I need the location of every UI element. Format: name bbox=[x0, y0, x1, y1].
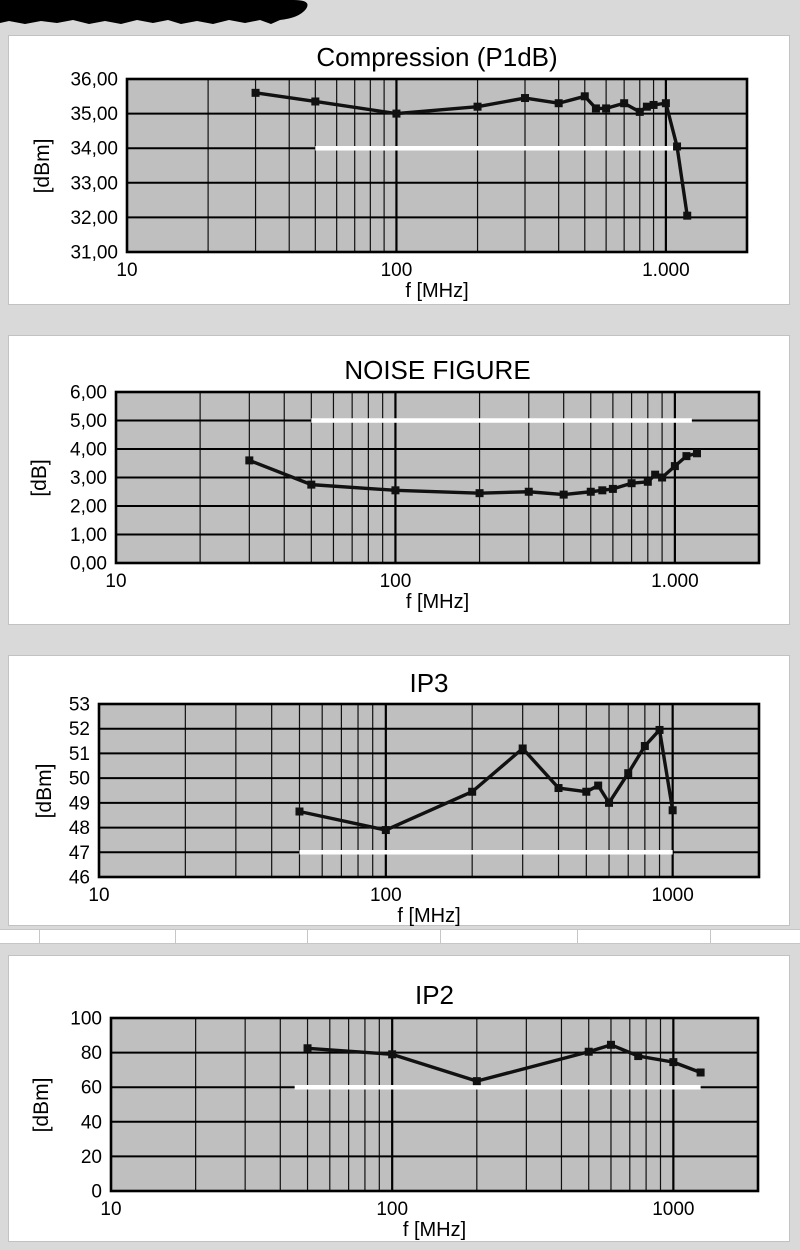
svg-text:4,00: 4,00 bbox=[70, 440, 107, 461]
svg-text:40: 40 bbox=[81, 1112, 102, 1133]
svg-text:10: 10 bbox=[116, 260, 137, 281]
plot-area-ip2: 100 80 60 40 20 010 100 1000 bbox=[70, 1009, 760, 1220]
chart-card-ip3: IP3 [dBm] f [MHz] 53 52 51 50 49 48 47 46 10 100 1… bbox=[8, 655, 790, 927]
chart-title-ip2: IP2 bbox=[414, 980, 455, 1010]
svg-text:5,00: 5,00 bbox=[70, 411, 107, 432]
chart-title-compression: Compression (P1dB) bbox=[316, 42, 558, 72]
svg-text:100: 100 bbox=[380, 571, 412, 592]
svg-text:47: 47 bbox=[69, 843, 90, 864]
svg-text:31,00: 31,00 bbox=[70, 243, 118, 264]
cell-divider bbox=[577, 930, 578, 943]
chart-card-noise-figure: NOISE FIGURE [dB] f [MHz] 6,00 5,00 4,00 3,… bbox=[8, 335, 790, 625]
svg-text:1000: 1000 bbox=[652, 885, 694, 906]
svg-text:60: 60 bbox=[81, 1078, 102, 1099]
svg-text:100: 100 bbox=[370, 885, 402, 906]
cell-divider bbox=[175, 930, 176, 943]
chart-card-compression: Compression (P1dB) [dBm] f [MHz] 36,00 35… bbox=[8, 35, 790, 305]
svg-text:33,00: 33,00 bbox=[70, 173, 118, 194]
x-axis-label: f [MHz] bbox=[405, 280, 469, 302]
svg-text:32,00: 32,00 bbox=[70, 208, 118, 229]
svg-text:48: 48 bbox=[69, 818, 90, 839]
x-axis-label: f [MHz] bbox=[405, 591, 470, 613]
cell-divider bbox=[39, 930, 40, 943]
svg-text:3,00: 3,00 bbox=[70, 468, 107, 489]
chart-title-ip3: IP3 bbox=[409, 668, 449, 698]
svg-text:1.000: 1.000 bbox=[651, 571, 699, 592]
svg-text:100: 100 bbox=[70, 1009, 102, 1030]
svg-text:100: 100 bbox=[376, 1199, 408, 1220]
svg-text:36,00: 36,00 bbox=[70, 70, 118, 91]
svg-text:2,00: 2,00 bbox=[70, 497, 107, 518]
svg-text:10: 10 bbox=[88, 885, 109, 906]
svg-text:100: 100 bbox=[381, 260, 413, 281]
svg-text:50: 50 bbox=[69, 769, 90, 790]
svg-text:1.000: 1.000 bbox=[642, 260, 690, 281]
cell-divider bbox=[440, 930, 441, 943]
svg-text:52: 52 bbox=[69, 719, 90, 740]
svg-text:20: 20 bbox=[81, 1147, 102, 1168]
svg-text:51: 51 bbox=[69, 744, 90, 765]
svg-text:0: 0 bbox=[91, 1182, 102, 1203]
spreadsheet-row-strip bbox=[0, 929, 800, 944]
cell-divider bbox=[710, 930, 711, 943]
svg-text:46: 46 bbox=[69, 868, 90, 889]
chart-title-noise-figure: NOISE FIGURE bbox=[344, 355, 531, 385]
svg-text:1,00: 1,00 bbox=[70, 525, 107, 546]
chart-card-ip2: IP2 [dBm] f [MHz] 100 80 60 40 20 0 10 100 1000 bbox=[8, 955, 790, 1242]
svg-text:0,00: 0,00 bbox=[70, 554, 107, 575]
svg-text:80: 80 bbox=[81, 1043, 102, 1064]
x-axis-label: f [MHz] bbox=[397, 905, 461, 927]
svg-text:1000: 1000 bbox=[652, 1199, 694, 1220]
svg-text:35,00: 35,00 bbox=[70, 104, 118, 125]
redacted-header-banner bbox=[0, 0, 308, 24]
x-axis-label: f [MHz] bbox=[402, 1219, 467, 1241]
svg-text:10: 10 bbox=[105, 571, 126, 592]
svg-text:34,00: 34,00 bbox=[70, 139, 118, 160]
svg-text:10: 10 bbox=[100, 1199, 121, 1220]
svg-text:49: 49 bbox=[69, 793, 90, 814]
cell-divider bbox=[307, 930, 308, 943]
svg-text:6,00: 6,00 bbox=[70, 383, 107, 404]
svg-text:53: 53 bbox=[69, 695, 90, 716]
